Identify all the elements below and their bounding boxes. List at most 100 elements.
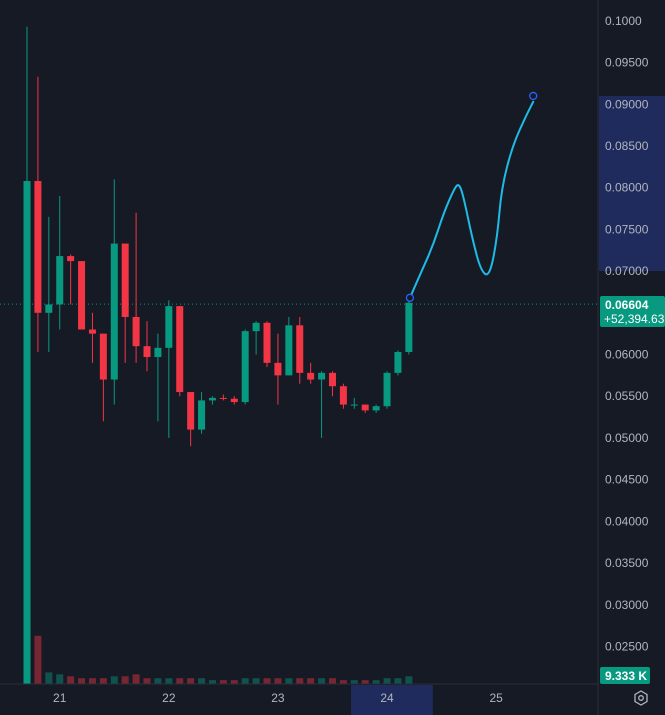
candle-body: [405, 302, 413, 353]
last-price-badge: 0.06604 +52,394.63: [600, 296, 665, 327]
volume-bar: [67, 676, 75, 684]
volume-bar: [372, 680, 380, 684]
volume-bar: [307, 678, 315, 684]
candle: [78, 261, 86, 330]
candle: [383, 371, 391, 409]
candle-body: [372, 406, 380, 411]
candle-body: [99, 333, 107, 380]
volume-bar: [339, 680, 347, 684]
price-tick-label: 0.04500: [605, 473, 649, 487]
candle: [285, 316, 293, 376]
last-change-label: +52,394.63: [604, 312, 665, 326]
candle-body: [263, 322, 271, 363]
candle: [154, 333, 162, 422]
candle-body: [165, 306, 173, 348]
candle: [132, 212, 140, 363]
candle: [318, 371, 326, 438]
candle-body: [307, 372, 315, 380]
candle: [143, 321, 151, 372]
price-range-highlight: [599, 95, 665, 272]
volume-bar: [350, 680, 358, 684]
candle: [23, 26, 31, 684]
volume-bar: [285, 678, 293, 684]
volume-bar: [176, 678, 184, 684]
candle-body: [383, 372, 391, 407]
price-tick-label: 0.05500: [605, 389, 649, 403]
candle-body: [230, 398, 238, 403]
candle-body: [198, 400, 206, 430]
volume-badge-bg: [600, 667, 650, 684]
candle-body: [296, 325, 304, 373]
candle-body: [23, 181, 31, 684]
price-tick-label: 0.08000: [605, 181, 649, 195]
candle: [394, 350, 402, 376]
candle-body: [339, 386, 347, 405]
time-range-highlight: [351, 685, 433, 715]
candle: [67, 254, 75, 305]
candle: [45, 216, 53, 353]
last-price-badge-bg: [600, 296, 665, 327]
candle-body: [176, 306, 184, 393]
candle: [328, 371, 336, 397]
candles: [23, 26, 413, 684]
candle: [350, 397, 358, 409]
candle-body: [34, 181, 42, 313]
price-tick-label: 0.07500: [605, 222, 649, 236]
volume-bar: [110, 676, 118, 684]
volume-bar: [328, 678, 336, 684]
candle-body: [187, 392, 195, 430]
price-tick-label: 0.1000: [605, 14, 642, 28]
volume-bar: [383, 678, 391, 684]
candle: [405, 300, 413, 355]
last-price-label: 0.06604: [605, 298, 649, 312]
time-axis[interactable]: 21 22 23 24 25: [53, 691, 503, 705]
candle-body: [78, 261, 86, 330]
candle-body: [110, 243, 118, 380]
candle: [56, 196, 64, 330]
volume-bar: [198, 678, 206, 684]
volume-bar: [132, 674, 140, 684]
candle: [88, 312, 96, 363]
volume-bar: [208, 680, 216, 684]
candle-body: [132, 316, 140, 347]
candle-body: [121, 243, 129, 317]
candle-body: [45, 304, 53, 313]
candle: [230, 396, 238, 405]
time-tick-label: 22: [162, 691, 176, 705]
price-tick-label: 0.03000: [605, 598, 649, 612]
volume-bar: [263, 678, 271, 684]
candle: [99, 333, 107, 422]
volume-label: 9.333 K: [605, 669, 647, 683]
price-axis[interactable]: 0.1000 0.09500 0.09000 0.08500 0.08000 0.0750…: [605, 14, 649, 654]
candle: [339, 383, 347, 409]
volume-bar: [34, 635, 42, 684]
candle: [121, 243, 129, 363]
volume-bar: [88, 678, 96, 684]
volume-bar: [99, 678, 107, 684]
candle: [372, 404, 380, 413]
candle-body: [88, 329, 96, 334]
volume-bar: [78, 678, 86, 684]
volume-bar: [56, 674, 64, 684]
candle: [307, 362, 315, 384]
drawing-anchor-point[interactable]: [405, 293, 415, 302]
volume-bar: [361, 680, 369, 684]
candle: [252, 321, 260, 355]
volume-bar: [187, 678, 195, 684]
candle: [208, 396, 216, 405]
projection-drawing[interactable]: [408, 100, 535, 299]
volume-bar: [296, 678, 304, 684]
candle: [219, 394, 227, 401]
candle-body: [67, 256, 75, 262]
candle-body: [318, 372, 326, 380]
settings-button[interactable]: [634, 690, 648, 706]
volume-bar: [318, 678, 326, 684]
drawing-layer[interactable]: [405, 91, 538, 302]
time-tick-label: 23: [271, 691, 285, 705]
price-tick-label: 0.04000: [605, 514, 649, 528]
drawing-anchor-point[interactable]: [529, 91, 538, 101]
price-tick-label: 0.06000: [605, 348, 649, 362]
